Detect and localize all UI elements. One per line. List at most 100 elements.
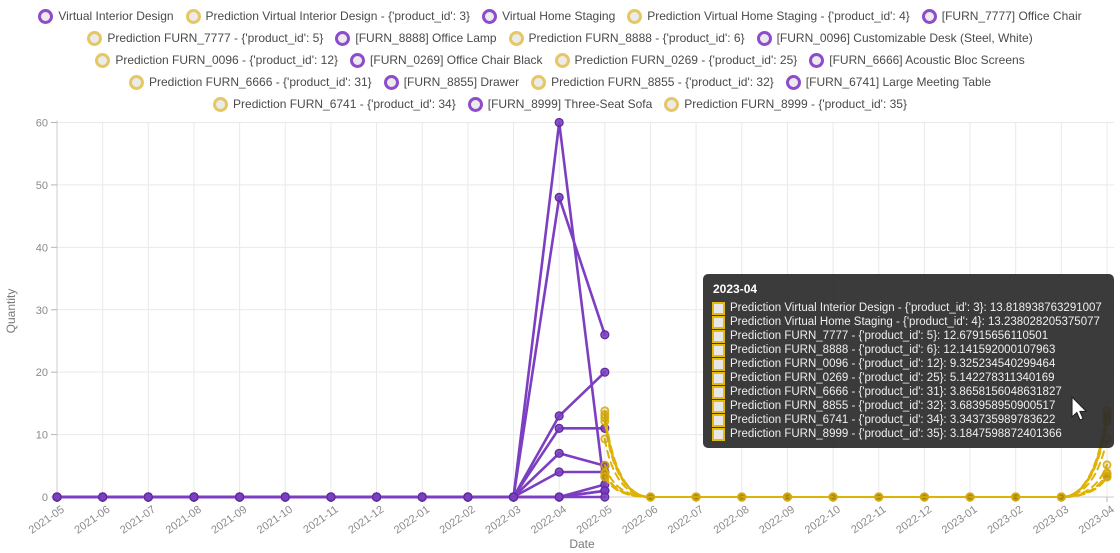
x-tick-label: 2022-11 — [849, 504, 888, 537]
prediction-point-marker[interactable] — [601, 418, 608, 425]
prediction-point-marker[interactable] — [921, 493, 928, 500]
series-prediction-furn-6666-product-id-31[interactable] — [601, 469, 1110, 501]
data-point-marker[interactable] — [281, 493, 289, 501]
legend-item-12[interactable]: [FURN_6666] Acoustic Bloc Screens — [809, 50, 1024, 70]
data-point-marker[interactable] — [418, 493, 426, 501]
data-point-marker[interactable] — [373, 493, 381, 501]
prediction-point-marker[interactable] — [647, 493, 654, 500]
legend-circle-marker-icon — [482, 9, 497, 24]
prediction-point-marker[interactable] — [738, 493, 745, 500]
legend-item-label: [FURN_8855] Drawer — [404, 75, 519, 89]
prediction-line[interactable] — [605, 473, 1107, 497]
prediction-point-marker[interactable] — [829, 493, 836, 500]
series-prediction-furn-8999-product-id-35[interactable] — [601, 473, 1110, 500]
legend-item-6[interactable]: [FURN_8888] Office Lamp — [335, 28, 496, 48]
y-tick-label: 0 — [42, 492, 48, 504]
legend-item-5[interactable]: Prediction FURN_7777 - {'product_id': 5} — [87, 28, 323, 48]
series-swatch-icon — [712, 414, 725, 427]
data-point-marker[interactable] — [555, 119, 563, 127]
data-point-marker[interactable] — [53, 493, 61, 501]
data-point-marker[interactable] — [99, 493, 107, 501]
tooltip-row-text: Prediction FURN_8888 - {'product_id': 6}… — [730, 343, 1055, 357]
prediction-point-marker[interactable] — [1012, 493, 1019, 500]
data-point-marker[interactable] — [144, 493, 152, 501]
prediction-point-marker[interactable] — [601, 462, 608, 469]
data-point-marker[interactable] — [555, 468, 563, 476]
prediction-point-marker[interactable] — [875, 493, 882, 500]
data-point-marker[interactable] — [236, 493, 244, 501]
data-point-marker[interactable] — [555, 493, 563, 501]
legend-item-label: Prediction Virtual Interior Design - {'p… — [206, 9, 471, 23]
prediction-line[interactable] — [605, 465, 1107, 497]
prediction-point-marker[interactable] — [1058, 493, 1065, 500]
legend-item-17[interactable]: Prediction FURN_6741 - {'product_id': 34… — [213, 94, 456, 114]
legend-item-label: [FURN_0269] Office Chair Black — [370, 53, 543, 67]
legend-item-13[interactable]: Prediction FURN_6666 - {'product_id': 31… — [129, 72, 372, 92]
legend-item-2[interactable]: Virtual Home Staging — [482, 6, 615, 26]
y-tick-label: 20 — [36, 367, 48, 379]
prediction-line[interactable] — [605, 474, 1107, 497]
data-point-marker[interactable] — [555, 424, 563, 432]
legend-item-label: Virtual Home Staging — [502, 9, 615, 23]
prediction-point-marker[interactable] — [601, 435, 608, 442]
legend-item-7[interactable]: Prediction FURN_8888 - {'product_id': 6} — [509, 28, 745, 48]
data-point-marker[interactable] — [555, 412, 563, 420]
y-tick-label: 30 — [36, 305, 48, 317]
data-point-marker[interactable] — [464, 493, 472, 501]
legend-item-19[interactable]: Prediction FURN_8999 - {'product_id': 35… — [664, 94, 907, 114]
legend-circle-marker-icon — [95, 53, 110, 68]
x-tick-label: 2023-03 — [1031, 504, 1071, 537]
y-tick-label: 10 — [36, 430, 48, 442]
data-point-marker[interactable] — [327, 493, 335, 501]
data-point-marker[interactable] — [601, 368, 609, 376]
legend-item-label: Prediction FURN_6741 - {'product_id': 34… — [233, 97, 456, 111]
legend-circle-marker-icon — [213, 97, 228, 112]
series-prediction-furn-0269-product-id-25[interactable] — [601, 461, 1110, 500]
tooltip-row-text: Prediction FURN_0269 - {'product_id': 25… — [730, 371, 1055, 385]
x-tick-label: 2021-06 — [72, 504, 112, 537]
legend-item-9[interactable]: Prediction FURN_0096 - {'product_id': 12… — [95, 50, 338, 70]
x-tick-label: 2022-08 — [712, 504, 752, 537]
prediction-point-marker[interactable] — [601, 473, 608, 480]
data-point-marker[interactable] — [190, 493, 198, 501]
legend-item-18[interactable]: [FURN_8999] Three-Seat Sofa — [468, 94, 653, 114]
series-furn-8999-three-seat-sofa[interactable] — [53, 493, 609, 501]
legend-circle-marker-icon — [664, 97, 679, 112]
data-point-marker[interactable] — [555, 449, 563, 457]
legend-item-16[interactable]: [FURN_6741] Large Meeting Table — [786, 72, 991, 92]
x-tick-label: 2022-12 — [894, 504, 934, 537]
tooltip-row-text: Prediction FURN_6741 - {'product_id': 34… — [730, 413, 1055, 427]
tooltip-row-text: Prediction FURN_8999 - {'product_id': 35… — [730, 427, 1062, 441]
legend-item-0[interactable]: Virtual Interior Design — [38, 6, 173, 26]
legend-item-label: Prediction FURN_0096 - {'product_id': 12… — [115, 53, 338, 67]
legend-item-3[interactable]: Prediction Virtual Home Staging - {'prod… — [627, 6, 910, 26]
legend-item-1[interactable]: Prediction Virtual Interior Design - {'p… — [186, 6, 471, 26]
legend-item-label: Prediction FURN_8999 - {'product_id': 35… — [684, 97, 907, 111]
prediction-point-marker[interactable] — [1103, 474, 1110, 481]
legend-item-4[interactable]: [FURN_7777] Office Chair — [922, 6, 1082, 26]
data-point-marker[interactable] — [555, 193, 563, 201]
legend-item-15[interactable]: Prediction FURN_8855 - {'product_id': 32… — [531, 72, 774, 92]
chart-tooltip: 2023-04 Prediction Virtual Interior Desi… — [703, 274, 1114, 448]
prediction-line[interactable] — [605, 477, 1107, 497]
legend-item-8[interactable]: [FURN_0096] Customizable Desk (Steel, Wh… — [757, 28, 1033, 48]
prediction-point-marker[interactable] — [784, 493, 791, 500]
x-tick-label: 2021-07 — [118, 504, 158, 537]
legend-item-10[interactable]: [FURN_0269] Office Chair Black — [350, 50, 543, 70]
data-point-marker[interactable] — [510, 493, 518, 501]
legend-circle-marker-icon — [627, 9, 642, 24]
data-point-marker[interactable] — [601, 493, 609, 501]
series-swatch-icon — [712, 330, 725, 343]
y-axis-title: Quantity — [4, 289, 18, 334]
x-tick-label: 2023-04 — [1077, 504, 1117, 537]
prediction-line[interactable] — [605, 476, 1107, 497]
tooltip-row: Prediction FURN_6741 - {'product_id': 34… — [712, 413, 1106, 427]
prediction-point-marker[interactable] — [1103, 461, 1110, 468]
legend-circle-marker-icon — [186, 9, 201, 24]
prediction-point-marker[interactable] — [966, 493, 973, 500]
prediction-point-marker[interactable] — [693, 493, 700, 500]
x-tick-label: 2023-01 — [940, 504, 980, 537]
legend-item-11[interactable]: Prediction FURN_0269 - {'product_id': 25… — [555, 50, 798, 70]
data-point-marker[interactable] — [601, 331, 609, 339]
legend-item-14[interactable]: [FURN_8855] Drawer — [384, 72, 519, 92]
